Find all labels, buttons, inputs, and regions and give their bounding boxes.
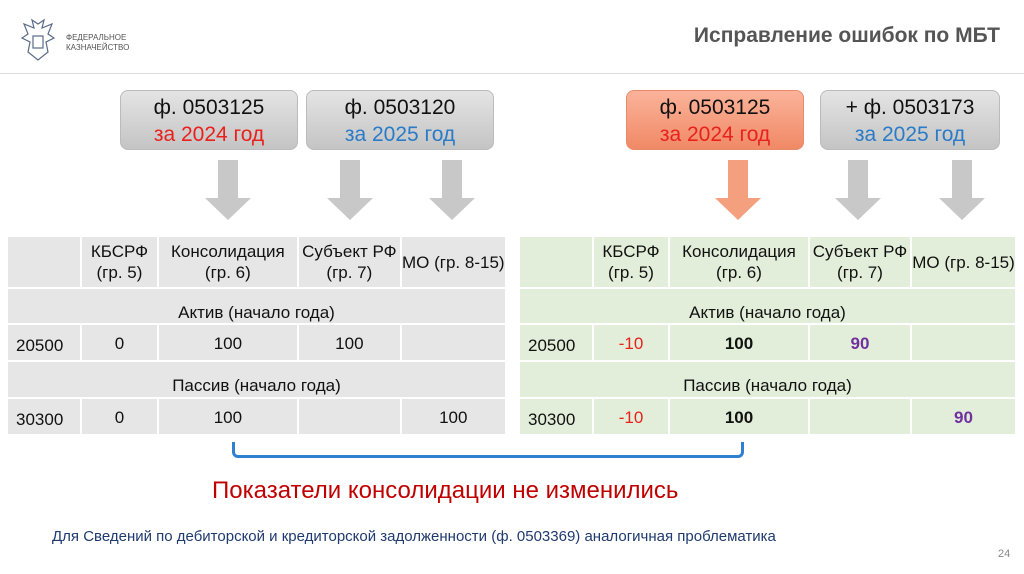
down-arrow-icon [327, 160, 373, 220]
value-cell: 90 [910, 397, 1017, 436]
account-code: 30300 [5, 397, 83, 436]
down-arrow-icon [429, 160, 475, 220]
value-cell [808, 397, 912, 436]
column-header: КБСРФ (гр. 5) [592, 235, 670, 289]
form-number: ф. 0503120 [344, 96, 456, 119]
org-name-line1: ФЕДЕРАЛЬНОЕ [66, 33, 127, 42]
page-title: Исправление ошибок по МБТ [693, 24, 1000, 47]
form-number: ф. 0503125 [659, 96, 771, 119]
value-cell [297, 397, 402, 436]
form-box-right-2: + ф. 0503173 за 2025 год [820, 90, 1000, 150]
form-period: за 2025 год [344, 123, 456, 146]
conclusion-note: Показатели консолидации не изменились [212, 477, 679, 504]
account-code: 30300 [518, 397, 594, 436]
value-cell: 100 [156, 323, 300, 362]
column-header: МО (гр. 8-15) [910, 235, 1017, 289]
table-left: КБСРФ (гр. 5) Консолидация (гр. 6) Субъект… [5, 235, 508, 436]
logo-text: ФЕДЕРАЛЬНОЕ КАЗНАЧЕЙСТВО [66, 33, 129, 53]
value-cell: 100 [668, 397, 810, 436]
header-divider [0, 73, 1024, 74]
corner-cell [5, 235, 83, 289]
form-box-left-2: ф. 0503120 за 2025 год [306, 90, 494, 150]
form-number: + ф. 0503173 [845, 96, 975, 119]
column-header: Субъект РФ (гр. 7) [808, 235, 912, 289]
column-header: Консолидация (гр. 6) [156, 235, 300, 289]
column-header: Консолидация (гр. 6) [668, 235, 810, 289]
org-name-line2: КАЗНАЧЕЙСТВО [66, 43, 130, 52]
column-header: МО (гр. 8-15) [399, 235, 508, 289]
down-arrow-icon [939, 160, 985, 220]
column-header: КБСРФ (гр. 5) [80, 235, 159, 289]
down-arrow-icon [715, 160, 761, 220]
section-active: Актив (начало года) [6, 287, 507, 325]
value-cell: -10 [592, 323, 670, 362]
footer-note: Для Сведений по дебиторской и кредиторск… [52, 528, 776, 545]
account-code: 20500 [518, 323, 594, 362]
value-cell: -10 [592, 397, 670, 436]
logo-emblem [18, 18, 58, 62]
down-arrow-icon [835, 160, 881, 220]
value-cell: 100 [668, 323, 810, 362]
value-cell [910, 323, 1017, 362]
form-box-right-1: ф. 0503125 за 2024 год [626, 90, 804, 150]
value-cell: 0 [80, 323, 159, 362]
value-cell: 100 [399, 397, 508, 436]
form-box-left-1: ф. 0503125 за 2024 год [120, 90, 298, 150]
page-number: 24 [998, 548, 1011, 560]
column-header: Субъект РФ (гр. 7) [297, 235, 402, 289]
section-passive: Пассив (начало года) [518, 360, 1017, 399]
account-code: 20500 [5, 323, 83, 362]
value-cell: 90 [808, 323, 912, 362]
value-cell: 100 [297, 323, 402, 362]
form-period: за 2025 год [854, 123, 966, 146]
value-cell: 0 [80, 397, 159, 436]
form-number: ф. 0503125 [153, 96, 265, 119]
form-period: за 2024 год [659, 123, 771, 146]
section-passive: Пассив (начало года) [6, 360, 507, 399]
bracket [232, 442, 744, 458]
corner-cell [518, 235, 594, 289]
table-right: КБСРФ (гр. 5) Консолидация (гр. 6) Субъект… [518, 235, 1017, 436]
value-cell: 100 [156, 397, 300, 436]
down-arrow-icon [205, 160, 251, 220]
section-active: Актив (начало года) [518, 287, 1017, 325]
form-period: за 2024 год [153, 123, 265, 146]
value-cell [399, 323, 508, 362]
